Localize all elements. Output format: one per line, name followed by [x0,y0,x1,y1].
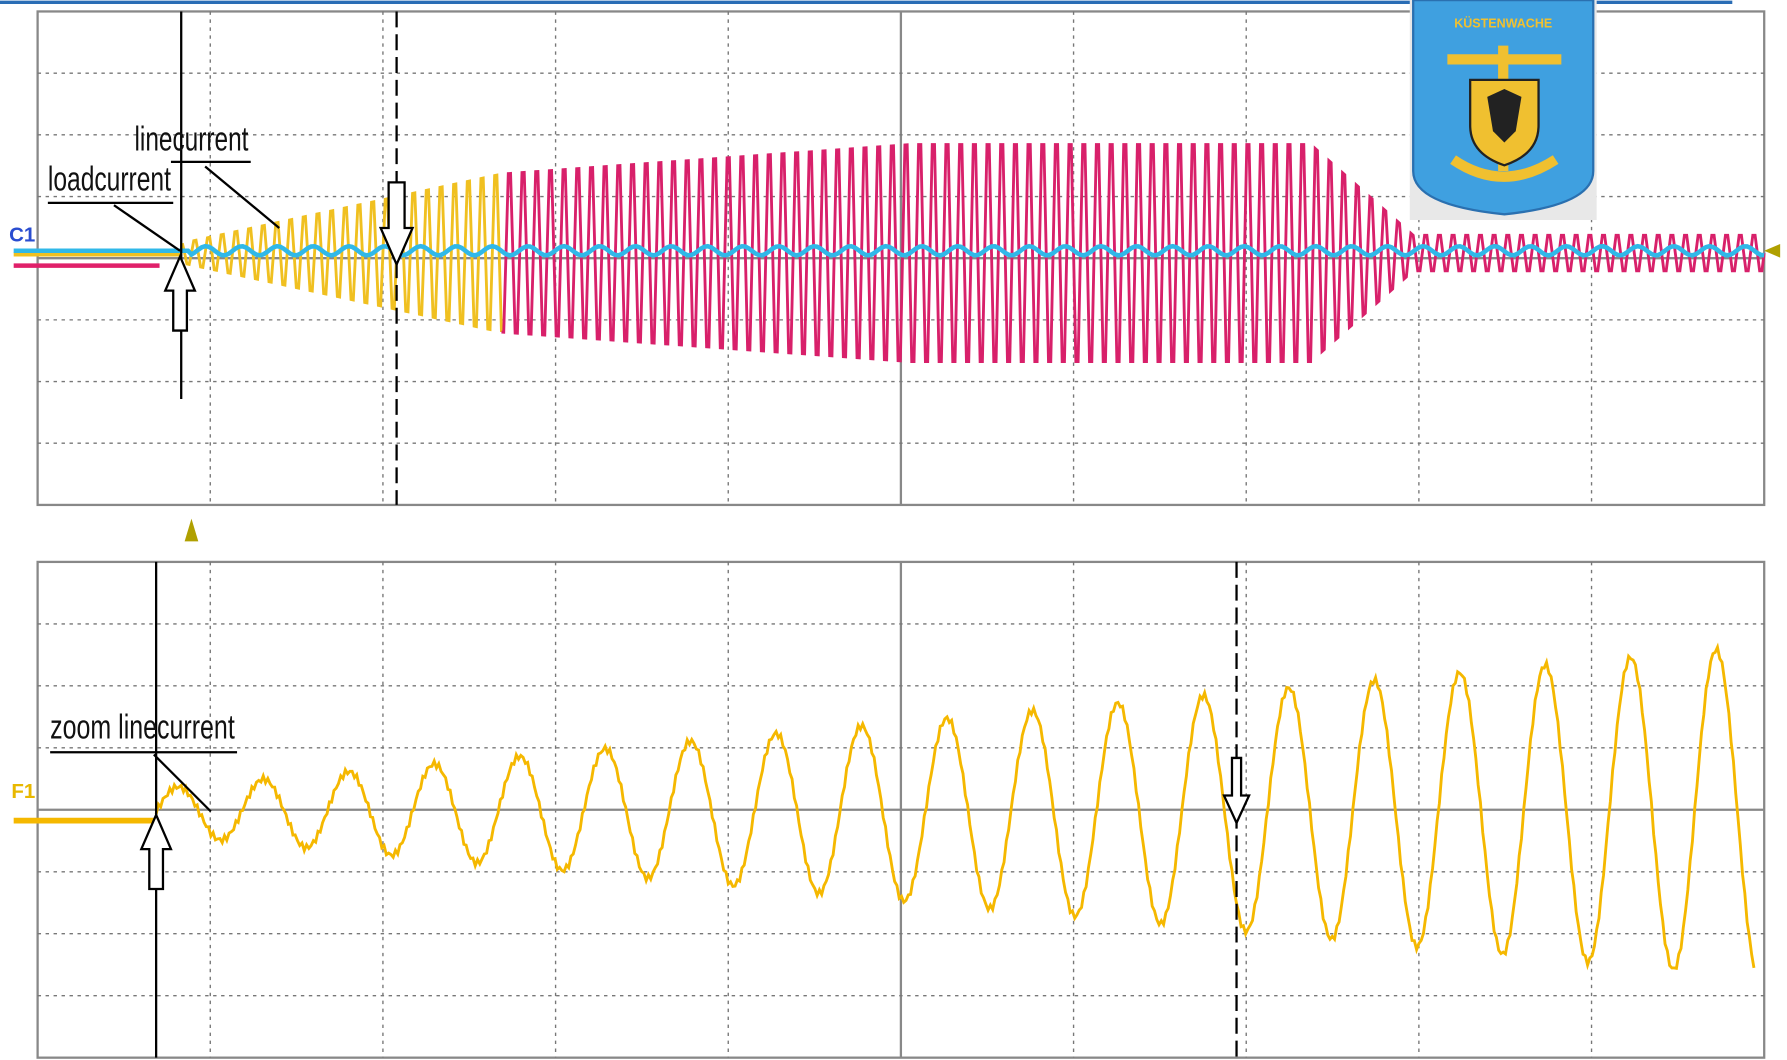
marker [1764,244,1780,258]
leader [205,166,279,228]
trace [156,647,1754,968]
badge-text: KÜSTENWACHE [1454,15,1552,30]
oscilloscope-screen: linecurrent loadcurrent C1 zoom linecurr… [0,0,1787,1060]
annotation: zoom linecurrent [50,709,235,747]
arrow [141,815,171,889]
page: linecurrent loadcurrent C1 zoom linecurr… [0,0,1787,1060]
leader [114,205,180,251]
annotation: linecurrent [134,120,248,158]
channel-label: F1 [11,780,35,803]
annotation: loadcurrent [48,160,171,198]
channel-label: C1 [9,224,35,247]
arrow [1224,758,1249,823]
trigger-marker [185,519,199,542]
waveforms [14,144,1780,968]
badge-image: KÜSTENWACHE [1410,0,1597,220]
